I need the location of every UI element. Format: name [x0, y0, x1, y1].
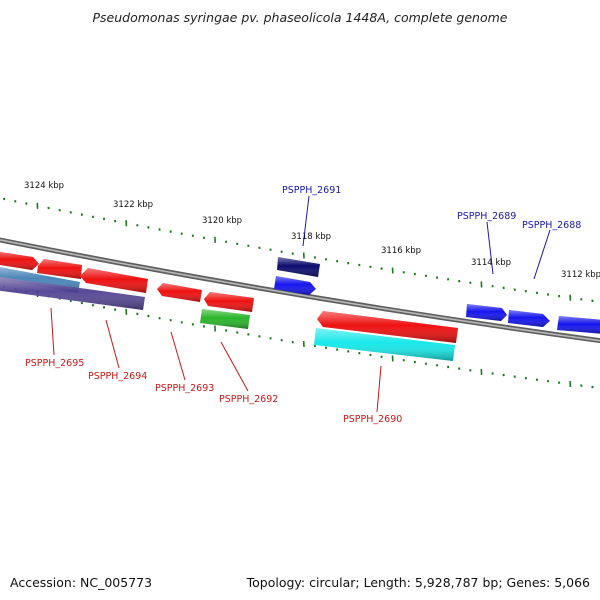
reverse-strand-genes — [0, 251, 458, 361]
gene-feature-blue[interactable] — [466, 304, 507, 321]
gene-feature-blue[interactable] — [508, 310, 550, 327]
gene-label[interactable]: PSPPH_2690 — [343, 414, 402, 425]
gene-label[interactable]: PSPPH_2694 — [88, 371, 147, 382]
scale-label: 3118 kbp — [291, 232, 331, 242]
gene-feature-red[interactable] — [157, 283, 202, 302]
gene-label[interactable]: PSPPH_2695 — [25, 358, 84, 369]
map-title: Pseudomonas syringae pv. phaseolicola 14… — [92, 10, 508, 25]
gene-feature-purple[interactable] — [0, 276, 145, 310]
gene-label[interactable]: PSPPH_2688 — [522, 220, 581, 231]
gene-feature-blue[interactable] — [557, 316, 600, 334]
scale-labels: 3124 kbp 3122 kbp 3120 kbp 3118 kbp 3116… — [24, 181, 600, 280]
scale-label: 3122 kbp — [113, 200, 153, 210]
gene-feature-red[interactable] — [80, 268, 148, 293]
gene-feature-blue[interactable] — [274, 276, 316, 295]
gene-labels: PSPPH_2691 PSPPH_2689 PSPPH_2688 PSPPH_2… — [25, 185, 581, 425]
scale-label: 3116 kbp — [381, 246, 421, 256]
backbone — [0, 237, 600, 344]
scale-label: 3120 kbp — [202, 216, 242, 226]
gene-feature-red[interactable] — [0, 251, 39, 270]
gene-feature-red[interactable] — [317, 311, 458, 343]
gene-feature-green[interactable] — [200, 309, 250, 329]
forward-strand-genes — [274, 257, 600, 334]
gene-label[interactable]: PSPPH_2693 — [155, 383, 214, 394]
label-leaders — [50, 195, 551, 413]
scale-label: 3124 kbp — [24, 181, 64, 191]
accession-text: Accession: NC_005773 — [10, 575, 153, 590]
scale-label: 3114 kbp — [471, 258, 511, 268]
gene-feature-navy[interactable] — [277, 257, 320, 277]
scale-label: 3112 kbp — [561, 270, 600, 280]
gene-feature-red[interactable] — [37, 259, 82, 279]
gene-label[interactable]: PSPPH_2689 — [457, 211, 516, 222]
gene-label[interactable]: PSPPH_2692 — [219, 394, 278, 405]
gene-feature-cyan[interactable] — [314, 328, 455, 361]
gene-label[interactable]: PSPPH_2691 — [282, 185, 341, 196]
gene-feature-red[interactable] — [204, 292, 254, 312]
topology-info: Topology: circular; Length: 5,928,787 bp… — [246, 575, 590, 590]
outer-tick-ring — [3, 197, 594, 303]
